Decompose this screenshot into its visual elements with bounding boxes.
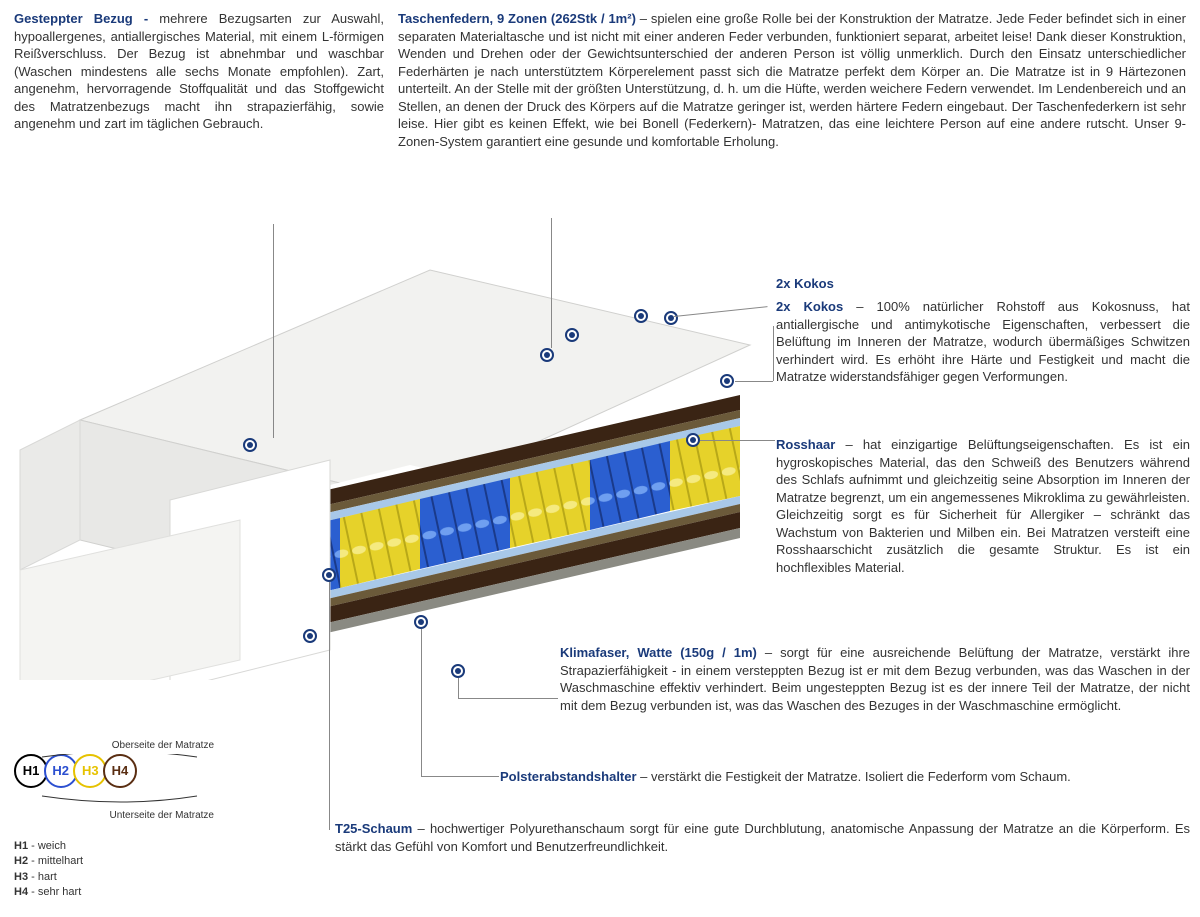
federn-title: Taschenfedern, 9 Zonen (262Stk / 1m²) bbox=[398, 11, 640, 26]
rosshaar-text: – hat einzigartige Belüftungseigenschaft… bbox=[776, 437, 1190, 575]
marker-kokos-1 bbox=[634, 309, 648, 323]
line-federn bbox=[551, 218, 552, 348]
marker-kokos-2 bbox=[664, 311, 678, 325]
schaum-title: T25-Schaum bbox=[335, 821, 418, 836]
line-kokosb-v bbox=[773, 326, 774, 381]
bezug-block: Gesteppter Bezug - mehrere Bezugsarten z… bbox=[14, 10, 384, 133]
marker-bezug bbox=[243, 438, 257, 452]
klimafaser-title: Klimafaser, Watte (150g / 1m) bbox=[560, 645, 765, 660]
marker-side bbox=[303, 629, 317, 643]
federn-text: – spielen eine große Rolle bei der Konst… bbox=[398, 11, 1186, 149]
marker-schaum bbox=[322, 568, 336, 582]
rosshaar-block: Rosshaar – hat einzigartige Belüftungsei… bbox=[776, 436, 1190, 576]
kokos-heading: 2x Kokos bbox=[776, 275, 1076, 293]
federn-block: Taschenfedern, 9 Zonen (262Stk / 1m²) – … bbox=[398, 10, 1186, 150]
rosshaar-title: Rosshaar bbox=[776, 437, 845, 452]
hardness-top-label: Oberseite der Matratze bbox=[14, 740, 214, 751]
hardness-list: H1 - weich H2 - mittelhart H3 - hart H4 … bbox=[14, 839, 274, 901]
marker-rosshaar bbox=[686, 433, 700, 447]
klimafaser-block: Klimafaser, Watte (150g / 1m) – sorgt fü… bbox=[560, 644, 1190, 714]
marker-klimafaser bbox=[451, 664, 465, 678]
hardness-row-0: H1 - weich bbox=[14, 839, 274, 854]
hardness-row-1: H2 - mittelhart bbox=[14, 854, 274, 869]
kokos-block: 2x Kokos – 100% natürlicher Rohstoff aus… bbox=[776, 298, 1190, 386]
bezug-text: mehrere Bezugsarten zur Auswahl, hypoall… bbox=[14, 11, 384, 131]
hardness-connector-icon bbox=[22, 754, 222, 774]
mattress-diagram bbox=[10, 250, 770, 680]
hardness-bottom-label: Unterseite der Matratze bbox=[14, 810, 214, 821]
line-schaum-v bbox=[329, 582, 330, 830]
polster-title: Polsterabstandshalter bbox=[500, 769, 640, 784]
kokos-title: 2x Kokos bbox=[776, 299, 856, 314]
schaum-block: T25-Schaum – hochwertiger Polyurethansch… bbox=[335, 820, 1190, 855]
line-polster-v bbox=[421, 629, 422, 776]
hardness-row-3: H4 - sehr hart bbox=[14, 885, 274, 900]
bezug-title: Gesteppter Bezug - bbox=[14, 11, 159, 26]
hardness-connector-bottom-icon bbox=[22, 784, 222, 804]
schaum-text: – hochwertiger Polyurethanschaum sorgt f… bbox=[335, 821, 1190, 854]
line-kokosb-h bbox=[735, 381, 773, 382]
mattress-svg bbox=[10, 250, 770, 680]
kokos-heading-text: 2x Kokos bbox=[776, 276, 834, 291]
marker-polster bbox=[414, 615, 428, 629]
marker-federn-1 bbox=[540, 348, 554, 362]
line-klimafaser-v bbox=[458, 678, 459, 698]
hardness-row-2: H3 - hart bbox=[14, 870, 274, 885]
line-bezug bbox=[273, 224, 274, 438]
marker-kokos-3 bbox=[720, 374, 734, 388]
line-klimafaser-h bbox=[458, 698, 558, 699]
polster-text: – verstärkt die Festigkeit der Matratze.… bbox=[640, 769, 1071, 784]
marker-federn-2 bbox=[565, 328, 579, 342]
polster-block: Polsterabstandshalter – verstärkt die Fe… bbox=[500, 768, 1190, 786]
line-polster-h bbox=[421, 776, 499, 777]
hardness-legend: Oberseite der Matratze H1 H2 H3 H4 Unter… bbox=[14, 740, 274, 901]
line-rosshaar bbox=[700, 440, 775, 441]
